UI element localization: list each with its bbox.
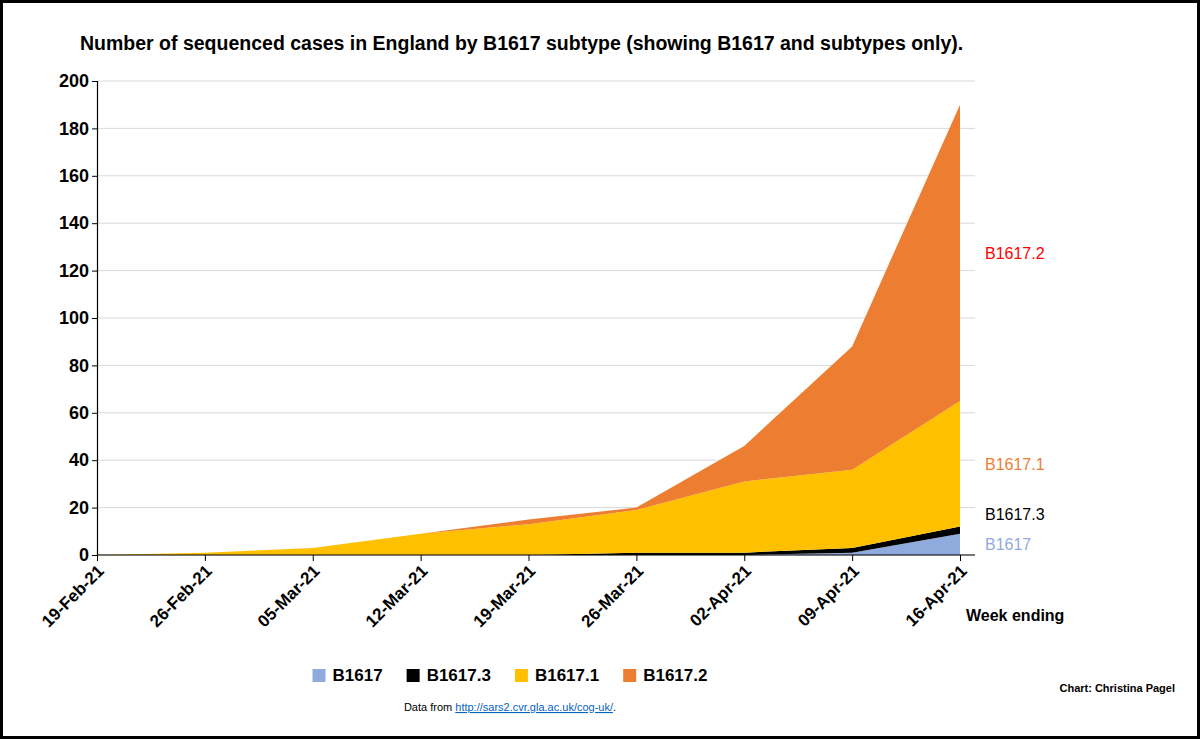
- y-tick: 40: [69, 450, 97, 470]
- x-tick: 26-Feb-21: [146, 555, 216, 631]
- y-tick-mark: [92, 555, 97, 556]
- x-tick-mark: [313, 555, 314, 561]
- legend-item: B1617.1: [515, 666, 599, 685]
- y-tick: 200: [59, 71, 97, 91]
- source-suffix: .: [613, 701, 616, 713]
- legend-swatch: [623, 669, 636, 682]
- credit: Chart: Christina Pagel: [1059, 682, 1175, 694]
- x-axis: 19-Feb-21 26-Feb-21 05-Mar-21 12-Mar-21 19-M…: [38, 555, 975, 631]
- y-axis-line: [92, 82, 98, 556]
- annotation: B1617: [985, 536, 1031, 553]
- x-tick-label: 19-Mar-21: [470, 561, 540, 631]
- legend-item: B1617.2: [623, 666, 707, 685]
- y-tick: 100: [59, 308, 97, 328]
- legend-item: B1617: [313, 666, 383, 685]
- grid-line: [97, 175, 975, 176]
- legend-item: B1617.3: [407, 666, 491, 685]
- y-tick-mark: [92, 223, 97, 224]
- y-tick-mark: [92, 318, 97, 319]
- y-tick: 60: [69, 403, 97, 423]
- x-tick-label: 02-Apr-21: [686, 561, 755, 630]
- x-tick-mark: [744, 555, 745, 561]
- y-tick-mark: [92, 81, 97, 82]
- x-tick: 19-Mar-21: [470, 555, 540, 631]
- x-tick: 05-Mar-21: [254, 555, 324, 631]
- x-tick-mark: [960, 555, 961, 561]
- y-tick-label: 200: [59, 71, 89, 91]
- y-tick: 20: [69, 498, 97, 518]
- legend-swatch: [515, 669, 528, 682]
- x-tick-mark: [421, 555, 422, 561]
- x-tick-label: 26-Mar-21: [578, 561, 648, 631]
- chart: Number of sequenced cases in England by …: [0, 0, 1200, 739]
- annotation: B1617.1: [985, 456, 1045, 473]
- x-tick-mark: [636, 555, 637, 561]
- x-tick: 12-Mar-21: [362, 555, 432, 631]
- y-tick: 160: [59, 166, 97, 186]
- y-tick: 120: [59, 261, 97, 281]
- x-tick: 09-Apr-21: [794, 555, 863, 630]
- x-tick-mark: [852, 555, 853, 561]
- x-tick-label: 26-Feb-21: [146, 561, 216, 631]
- x-tick-label: 09-Apr-21: [794, 561, 863, 630]
- legend-label: B1617: [333, 666, 383, 685]
- x-tick-mark: [97, 555, 98, 561]
- area: [97, 105, 960, 555]
- source-text: Data from: [404, 701, 455, 713]
- y-tick: 180: [59, 119, 97, 139]
- y-tick-mark: [92, 176, 97, 177]
- x-tick-label: 12-Mar-21: [362, 561, 432, 631]
- source: Data from http://sars2.cvr.gla.ac.uk/cog…: [404, 701, 616, 713]
- x-tick: 02-Apr-21: [686, 555, 755, 630]
- legend: B1617 B1617.3 B1617.1 B1617.2: [313, 666, 708, 685]
- grid-line: [97, 128, 975, 129]
- x-tick-label: 19-Feb-21: [38, 561, 108, 631]
- y-tick-mark: [92, 508, 97, 509]
- y-tick-label: 100: [59, 308, 89, 328]
- x-tick-label: 05-Mar-21: [254, 561, 324, 631]
- y-tick: 140: [59, 213, 97, 233]
- x-axis-line: [97, 554, 975, 555]
- y-tick-label: 180: [59, 119, 89, 139]
- y-tick-label: 60: [69, 403, 89, 423]
- frame: [2, 2, 1199, 738]
- y-tick-label: 80: [69, 356, 89, 376]
- x-tick: 16-Apr-21: [902, 555, 971, 630]
- y-tick-mark: [92, 271, 97, 272]
- y-tick-mark: [92, 460, 97, 461]
- legend-label: B1617.1: [535, 666, 599, 685]
- plot-areas: [97, 105, 960, 555]
- y-tick-label: 120: [59, 261, 89, 281]
- y-tick-mark: [92, 413, 97, 414]
- x-tick-mark: [205, 555, 206, 561]
- grid: [97, 81, 975, 555]
- grid-line: [97, 270, 975, 271]
- y-tick-label: 0: [79, 545, 89, 565]
- grid-line: [97, 81, 975, 82]
- grid-line: [97, 223, 975, 224]
- annotation: B1617.2: [985, 245, 1045, 262]
- legend-swatch: [407, 669, 420, 682]
- x-tick: 26-Mar-21: [578, 555, 648, 631]
- y-tick-label: 20: [69, 498, 89, 518]
- y-tick-mark: [92, 128, 97, 129]
- title: Number of sequenced cases in England by …: [80, 32, 963, 54]
- legend-label: B1617.2: [643, 666, 707, 685]
- y-tick: 80: [69, 356, 97, 376]
- legend-label: B1617.3: [427, 666, 491, 685]
- y-axis: 0 20 40 60 80 100 120 140 160 180 200: [59, 71, 98, 565]
- y-tick-label: 140: [59, 213, 89, 233]
- source-link: http://sars2.cvr.gla.ac.uk/cog-uk/: [455, 701, 614, 713]
- x-tick-mark: [529, 555, 530, 561]
- y-tick-label: 40: [69, 450, 89, 470]
- x-axis-title: Week ending: [966, 607, 1064, 624]
- x-tick: 19-Feb-21: [38, 555, 108, 631]
- annotation: B1617.3: [985, 506, 1045, 523]
- y-tick-mark: [92, 365, 97, 366]
- grid-line: [97, 318, 975, 319]
- y-tick-label: 160: [59, 166, 89, 186]
- legend-swatch: [313, 669, 326, 682]
- x-tick-label: 16-Apr-21: [902, 561, 971, 630]
- grid-line: [97, 555, 975, 556]
